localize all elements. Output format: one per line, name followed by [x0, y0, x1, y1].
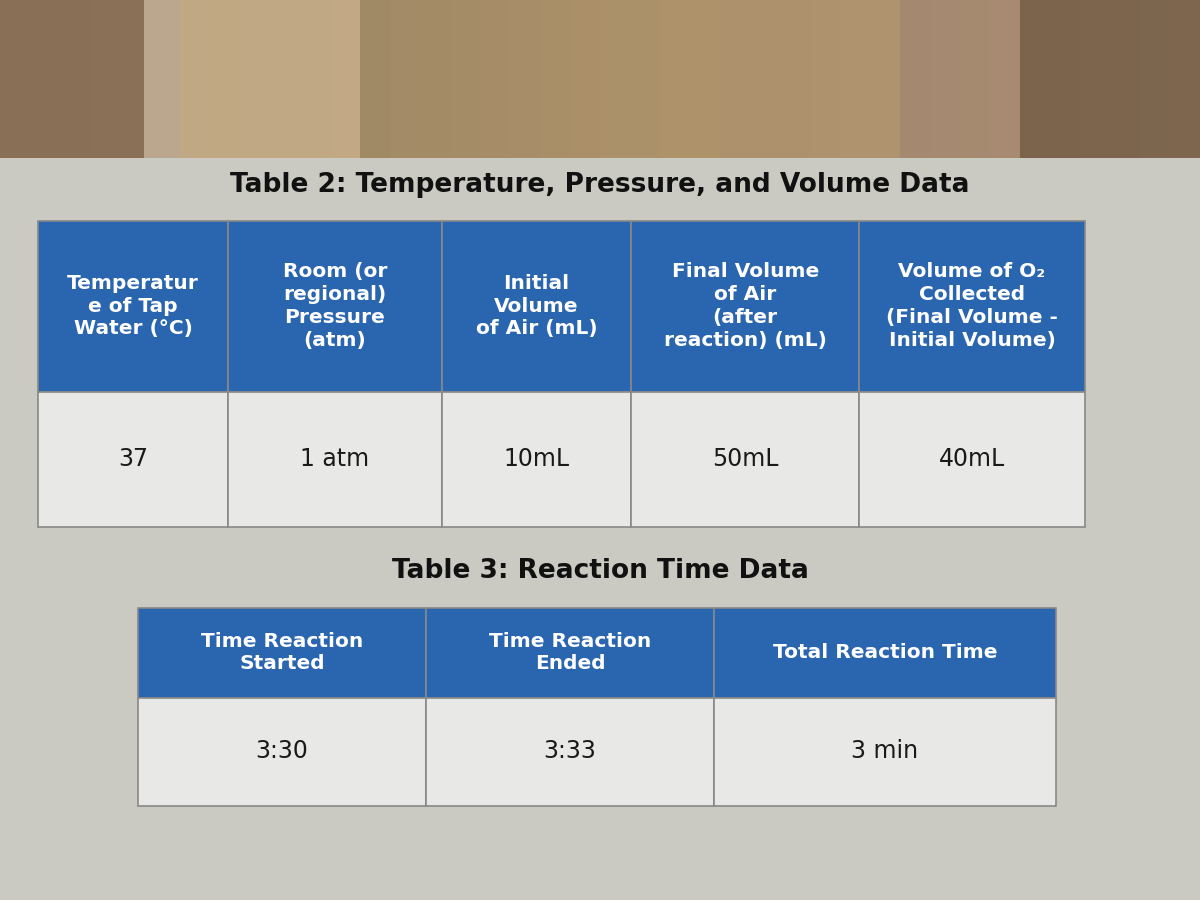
FancyBboxPatch shape: [600, 0, 630, 158]
Text: Initial
Volume
of Air (mL): Initial Volume of Air (mL): [475, 274, 598, 338]
FancyBboxPatch shape: [442, 392, 631, 526]
FancyBboxPatch shape: [1110, 0, 1140, 158]
FancyBboxPatch shape: [810, 0, 840, 158]
FancyBboxPatch shape: [1140, 0, 1170, 158]
Text: Volume of O₂
Collected
(Final Volume -
Initial Volume): Volume of O₂ Collected (Final Volume - I…: [886, 263, 1058, 349]
FancyBboxPatch shape: [540, 0, 570, 158]
FancyBboxPatch shape: [426, 698, 714, 806]
FancyBboxPatch shape: [330, 0, 360, 158]
Text: Time Reaction
Started: Time Reaction Started: [200, 632, 364, 673]
FancyBboxPatch shape: [240, 0, 270, 158]
FancyBboxPatch shape: [228, 392, 442, 526]
FancyBboxPatch shape: [780, 0, 810, 158]
FancyBboxPatch shape: [138, 608, 426, 698]
FancyBboxPatch shape: [510, 0, 540, 158]
Text: 1 atm: 1 atm: [300, 447, 370, 471]
FancyBboxPatch shape: [660, 0, 690, 158]
Text: 10mL: 10mL: [503, 447, 570, 471]
FancyBboxPatch shape: [990, 0, 1020, 158]
FancyBboxPatch shape: [0, 0, 30, 158]
FancyBboxPatch shape: [180, 0, 900, 158]
FancyBboxPatch shape: [426, 608, 714, 698]
FancyBboxPatch shape: [210, 0, 240, 158]
FancyBboxPatch shape: [900, 0, 930, 158]
FancyBboxPatch shape: [270, 0, 300, 158]
Text: 50mL: 50mL: [712, 447, 779, 471]
FancyBboxPatch shape: [870, 0, 900, 158]
FancyBboxPatch shape: [750, 0, 780, 158]
FancyBboxPatch shape: [840, 0, 870, 158]
FancyBboxPatch shape: [930, 0, 960, 158]
FancyBboxPatch shape: [60, 0, 90, 158]
FancyBboxPatch shape: [720, 0, 750, 158]
FancyBboxPatch shape: [38, 392, 228, 526]
FancyBboxPatch shape: [631, 220, 859, 392]
FancyBboxPatch shape: [138, 698, 426, 806]
Text: 3:30: 3:30: [256, 740, 308, 763]
Text: 3:33: 3:33: [544, 740, 596, 763]
FancyBboxPatch shape: [180, 0, 210, 158]
FancyBboxPatch shape: [631, 392, 859, 526]
FancyBboxPatch shape: [714, 698, 1056, 806]
FancyBboxPatch shape: [859, 392, 1085, 526]
Text: Final Volume
of Air
(after
reaction) (mL): Final Volume of Air (after reaction) (mL…: [664, 263, 827, 349]
FancyBboxPatch shape: [1080, 0, 1110, 158]
FancyBboxPatch shape: [960, 0, 990, 158]
Text: Room (or
regional)
Pressure
(atm): Room (or regional) Pressure (atm): [283, 263, 386, 349]
FancyBboxPatch shape: [120, 0, 150, 158]
FancyBboxPatch shape: [360, 0, 390, 158]
Text: 3 min: 3 min: [852, 740, 918, 763]
FancyBboxPatch shape: [442, 220, 631, 392]
FancyBboxPatch shape: [714, 608, 1056, 698]
Text: Table 3: Reaction Time Data: Table 3: Reaction Time Data: [391, 559, 809, 584]
FancyBboxPatch shape: [420, 0, 450, 158]
Text: Total Reaction Time: Total Reaction Time: [773, 643, 997, 662]
Text: Time Reaction
Ended: Time Reaction Ended: [488, 632, 652, 673]
FancyBboxPatch shape: [1020, 0, 1050, 158]
FancyBboxPatch shape: [630, 0, 660, 158]
FancyBboxPatch shape: [450, 0, 480, 158]
Text: Table 2: Temperature, Pressure, and Volume Data: Table 2: Temperature, Pressure, and Volu…: [230, 172, 970, 197]
FancyBboxPatch shape: [390, 0, 420, 158]
FancyBboxPatch shape: [90, 0, 120, 158]
FancyBboxPatch shape: [690, 0, 720, 158]
FancyBboxPatch shape: [1020, 0, 1200, 158]
FancyBboxPatch shape: [30, 0, 60, 158]
Text: Temperatur
e of Tap
Water (°C): Temperatur e of Tap Water (°C): [67, 274, 199, 338]
FancyBboxPatch shape: [1050, 0, 1080, 158]
FancyBboxPatch shape: [150, 0, 180, 158]
Text: 40mL: 40mL: [938, 447, 1006, 471]
FancyBboxPatch shape: [480, 0, 510, 158]
Text: 37: 37: [118, 447, 149, 471]
FancyBboxPatch shape: [228, 220, 442, 392]
FancyBboxPatch shape: [300, 0, 330, 158]
FancyBboxPatch shape: [570, 0, 600, 158]
FancyBboxPatch shape: [0, 0, 144, 158]
FancyBboxPatch shape: [1170, 0, 1200, 158]
FancyBboxPatch shape: [859, 220, 1085, 392]
FancyBboxPatch shape: [38, 220, 228, 392]
